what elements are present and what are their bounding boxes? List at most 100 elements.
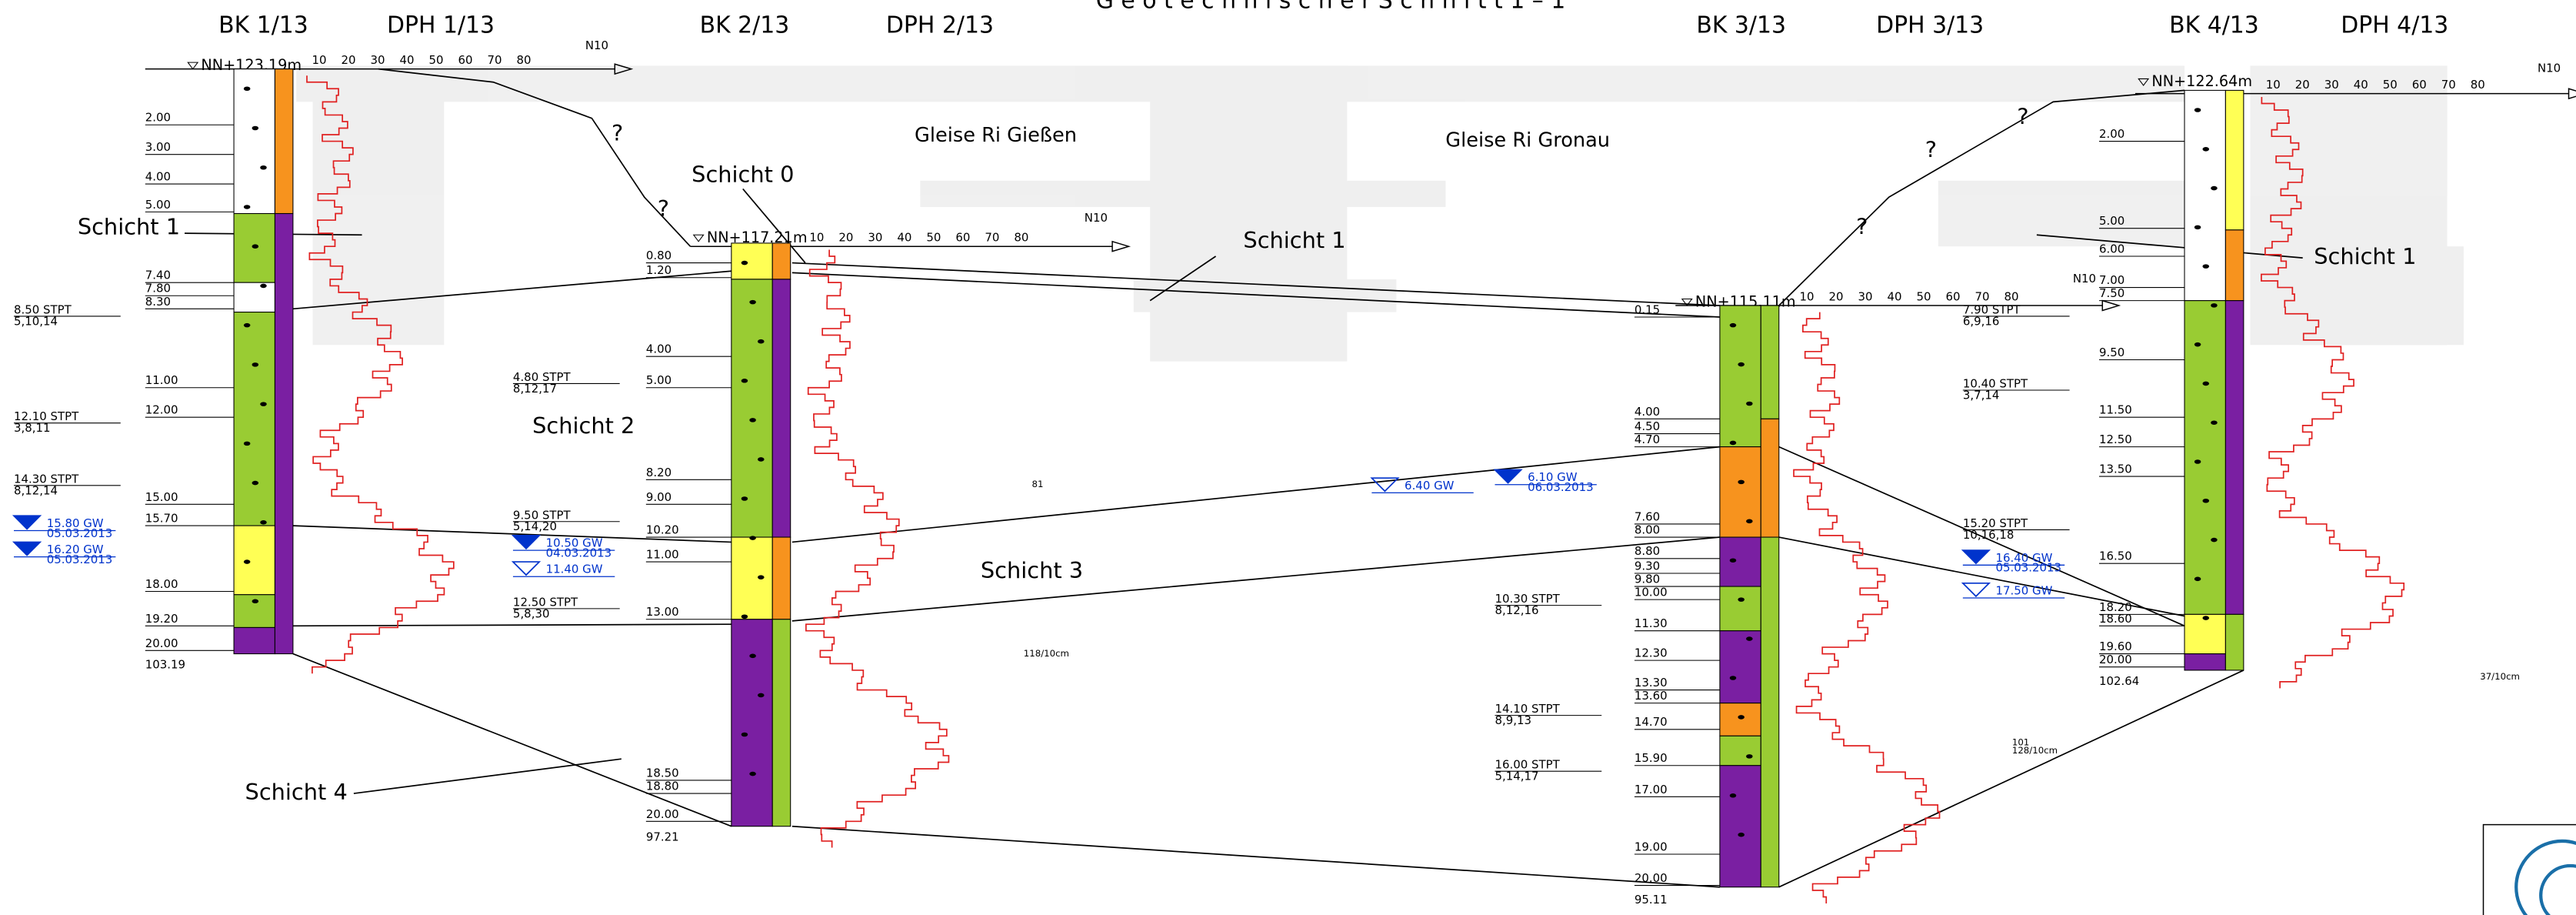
soil-symbol (2202, 264, 2210, 269)
axis-arrow (1111, 240, 1131, 252)
spt-blows: 5,14,17 (1495, 770, 1538, 783)
layer-boundary (1778, 89, 2185, 306)
spt-blows: 5,14,20 (513, 519, 557, 533)
depth-label: 4.00 (1635, 405, 1660, 419)
dph-unit: N10 (2538, 62, 2561, 75)
depth-label: 8.80 (1635, 544, 1660, 558)
depth-label: 4.00 (646, 342, 671, 356)
dph-scale-label: 50 (926, 231, 941, 245)
soil-layer (1719, 735, 1761, 766)
depth-label: 15.00 (145, 490, 178, 504)
depth-label: 11.00 (145, 373, 178, 387)
soil-strip (2224, 89, 2244, 231)
dph-scale-label: 20 (2295, 78, 2310, 92)
depth-label: 18.80 (646, 779, 679, 793)
spt-blows: 3,8,11 (14, 421, 51, 435)
track-label: Gleise Ri Gießen (915, 124, 1077, 147)
depth-label: 19.20 (145, 612, 178, 626)
layer-label: Schicht 2 (532, 412, 635, 439)
soil-layer (731, 279, 773, 538)
groundwater-date: 05.03.2013 (47, 553, 113, 566)
soil-symbol (243, 559, 251, 564)
dph-scale-label: 30 (868, 231, 882, 245)
question-mark: ? (1925, 136, 1937, 162)
layer-boundary (292, 525, 731, 543)
depth-label: 15.90 (1635, 751, 1668, 765)
dph-scale-label: 70 (488, 53, 502, 67)
groundwater-symbol (1961, 549, 1991, 565)
soil-symbol (749, 299, 756, 305)
borehole-name: BK 3/13 (1696, 12, 1786, 39)
dph-note: 118/10cm (1024, 648, 1069, 659)
soil-symbol (2211, 185, 2218, 191)
layer-boundary (353, 758, 622, 794)
spt-blows: 3,7,14 (1963, 388, 2000, 402)
dph-note: 37/10cm (2480, 671, 2520, 682)
dph-scale-label: 40 (897, 231, 911, 245)
layer-boundary (791, 272, 1720, 318)
groundwater-symbol (1961, 582, 1991, 598)
soil-symbol (2194, 459, 2201, 464)
soil-symbol (2202, 616, 2210, 620)
soil-symbol (260, 283, 267, 289)
spt-blows: 5,10,14 (14, 314, 58, 328)
spt-label: 9.50 STPT (513, 508, 572, 522)
dph-scale-label: 60 (955, 231, 970, 245)
soil-symbol (1738, 715, 1745, 720)
dph-unit: N10 (1085, 211, 1108, 225)
depth-label: 0.15 (1635, 302, 1660, 316)
dph-note: 101 (2012, 736, 2029, 747)
spt-label: 4.80 STPT (513, 370, 572, 384)
elevation-marker (692, 234, 705, 242)
soil-symbol (758, 457, 765, 462)
dph-unit: N10 (2073, 272, 2096, 286)
spt-blows: 8,12,17 (513, 382, 557, 396)
depth-label: 8.20 (646, 466, 671, 479)
soil-symbol (1738, 479, 1745, 485)
depth-label: 8.30 (145, 295, 171, 309)
depth-label: 4.50 (1635, 419, 1660, 433)
dph-scale-label: 20 (838, 231, 853, 245)
elevation: NN+122.64m (2151, 72, 2252, 90)
question-mark: ? (612, 120, 623, 146)
soil-symbol (758, 575, 765, 579)
soil-symbol (260, 402, 267, 406)
depth-label: 13.50 (2099, 463, 2132, 476)
soil-strip (274, 68, 294, 215)
question-mark: ? (1856, 214, 1868, 240)
spt-label: 14.30 STPT (14, 472, 79, 486)
dph-note: 81 (1031, 479, 1043, 489)
axis-arrow (614, 63, 634, 75)
spt-label: 7.90 STPT (1963, 302, 2021, 316)
dph-trace (1793, 312, 1941, 904)
groundwater-date: 05.03.2013 (47, 526, 113, 540)
borehole-name: BK 2/13 (700, 12, 790, 39)
depth-label: 15.70 (145, 512, 178, 526)
soil-layer (1719, 446, 1761, 538)
dph-scale-label: 30 (1858, 289, 1873, 303)
soil-symbol (1729, 558, 1737, 563)
dph-scale-label: 70 (1975, 289, 1990, 303)
soil-symbol (260, 165, 267, 170)
depth-label: 6.00 (2099, 242, 2124, 255)
dph-name: DPH 1/13 (387, 12, 495, 39)
soil-layer (1719, 703, 1761, 736)
dph-scale-label: 10 (2266, 78, 2281, 92)
depth-label: 5.00 (646, 373, 671, 387)
soil-layer (2184, 89, 2226, 302)
groundwater-label: 16.20 GW (47, 543, 104, 556)
groundwater-label: 17.50 GW (1996, 583, 2053, 597)
depth-label: 9.50 (2099, 346, 2124, 359)
layer-boundary (791, 536, 1720, 622)
layer-label: Schicht 0 (691, 161, 794, 187)
spt-label: 10.40 STPT (1963, 377, 2028, 391)
dph-scale-label: 60 (458, 53, 473, 67)
depth-label: 20.00 (1635, 871, 1668, 885)
dph-scale-label: 80 (2004, 289, 2019, 303)
soil-symbol (758, 693, 765, 698)
dph-trace (2261, 96, 2405, 689)
dph-scale-label: 40 (1888, 289, 1902, 303)
groundwater-label: 6.40 GW (1405, 479, 1455, 493)
groundwater-label: 10.50 GW (546, 536, 603, 550)
